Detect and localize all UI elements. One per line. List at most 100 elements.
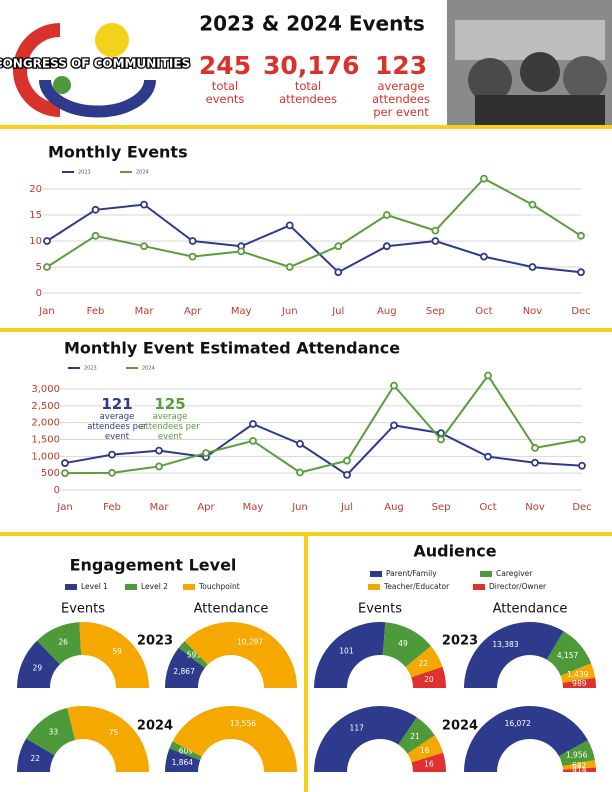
chart-title: Engagement Level: [70, 556, 237, 575]
data-label: 49: [398, 639, 408, 648]
column-title: Events: [358, 602, 402, 617]
donut-segment: [411, 666, 446, 688]
annotation-text: average attendees per event: [87, 412, 147, 442]
photo-person: [563, 56, 607, 100]
x-tick-label: May: [243, 502, 264, 513]
point: [108, 468, 116, 477]
data-label: 75: [109, 728, 119, 737]
point: [390, 381, 398, 390]
y-tick-label: 2,000: [31, 418, 60, 429]
point: [61, 469, 69, 478]
line: [64, 373, 583, 475]
logo-arc: [39, 79, 156, 118]
point: [202, 449, 210, 457]
x-tick-label: May: [231, 306, 252, 317]
data-label: 13,556: [230, 719, 256, 728]
column-title: Events: [61, 602, 105, 617]
data-label: 117: [350, 723, 365, 732]
x-tick-label: Jul: [331, 306, 344, 317]
x-tick-label: Aug: [377, 306, 397, 317]
x-tick-label: Aug: [384, 502, 404, 513]
data-label: 16: [420, 746, 430, 755]
donut-segment: [26, 707, 76, 756]
data-label: 59: [112, 647, 122, 656]
logo-sun: [95, 23, 129, 57]
photo-person: [468, 58, 512, 102]
logo-arc: [13, 23, 61, 117]
point: [296, 439, 304, 448]
x-tick-label: Oct: [475, 306, 492, 317]
legend-swatch: [65, 584, 77, 590]
donut-segment: [411, 752, 446, 772]
legend-label: Level 2: [141, 582, 168, 591]
point: [484, 371, 492, 380]
line: [46, 177, 582, 269]
data-label: 1,956: [566, 750, 588, 759]
point: [484, 452, 492, 461]
donut-segment: [79, 622, 149, 688]
legend-label: 2024: [142, 366, 155, 372]
donut-segment: [382, 622, 432, 668]
y-tick-label: 10: [29, 236, 42, 247]
point: [343, 456, 351, 465]
donut-segment: [314, 622, 386, 688]
stat-label: total attendees: [279, 79, 337, 106]
data-label: 414: [572, 765, 587, 774]
data-label: 609: [179, 747, 194, 756]
stat-value: 123: [374, 51, 428, 80]
page-title: 2023 & 2024 Events: [199, 12, 425, 36]
legend-label: Director/Owner: [489, 582, 547, 591]
data-label: 20: [424, 675, 434, 684]
x-tick-label: Jan: [56, 502, 72, 513]
data-label: 16: [424, 760, 434, 769]
point: [285, 263, 294, 271]
row-year: 2024: [442, 719, 478, 734]
point: [431, 237, 440, 245]
point: [237, 247, 246, 256]
point: [188, 252, 197, 261]
legend-swatch: [473, 584, 485, 590]
donut-segment: [67, 706, 150, 772]
y-tick-label: 3,000: [31, 384, 60, 395]
donut-segment: [36, 622, 82, 665]
annotation: 125 average attendees per event: [139, 396, 201, 442]
x-tick-label: Mar: [135, 306, 155, 317]
point: [577, 268, 585, 277]
y-tick-label: 5: [36, 262, 42, 273]
donut-segment: [562, 767, 596, 772]
data-label: 22: [418, 659, 428, 668]
x-tick-label: Jul: [340, 502, 353, 513]
point: [480, 174, 488, 183]
annotation-value: 125: [154, 395, 186, 413]
y-tick-label: 1,000: [31, 451, 60, 462]
point: [43, 237, 51, 245]
annotation: 121 average attendees per event: [86, 396, 148, 442]
annotation-text: average attendees per event: [140, 412, 200, 442]
donut-segment: [464, 622, 564, 688]
donut-segment: [172, 705, 297, 772]
point: [437, 435, 445, 444]
donut-segment: [405, 646, 443, 678]
legend-swatch: [183, 584, 195, 590]
annotation-value: 121: [101, 395, 133, 413]
chart-title: Audience: [413, 542, 496, 561]
point: [528, 263, 537, 271]
legend-label: Caregiver: [496, 569, 533, 578]
point: [382, 211, 391, 219]
donut-segment: [314, 706, 417, 772]
x-tick-label: Sep: [426, 306, 445, 317]
x-tick-label: Nov: [523, 306, 543, 317]
point: [480, 252, 488, 261]
point: [531, 458, 539, 467]
point: [188, 237, 197, 245]
x-tick-label: Sep: [432, 502, 451, 513]
donut-segment: [184, 621, 297, 688]
donut-segment: [17, 640, 60, 688]
point: [382, 242, 391, 251]
y-tick-label: 0: [54, 485, 60, 496]
column-title: Attendance: [194, 602, 269, 617]
point: [108, 450, 116, 459]
legend-label: 2023: [78, 170, 91, 176]
x-tick-label: Jun: [281, 306, 298, 317]
